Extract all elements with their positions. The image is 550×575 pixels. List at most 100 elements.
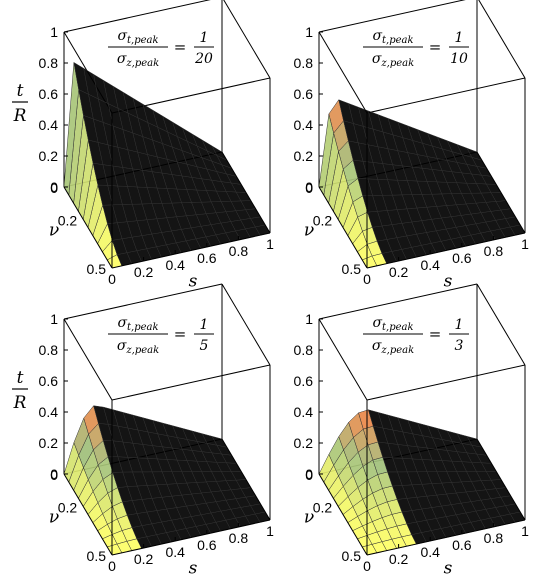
title-numerator: σt,peak: [117, 315, 158, 333]
box-edge: [476, 151, 526, 234]
x-tick-label: 0.4: [420, 257, 440, 273]
x-tick-label: 0.2: [389, 264, 409, 280]
title-equals: =: [174, 325, 187, 343]
y-tick-label: 0: [50, 467, 58, 483]
title-value-denominator: 5: [200, 338, 209, 354]
z-tick-label: 0.8: [294, 342, 314, 358]
title-denominator: σz,peak: [372, 338, 414, 356]
z-tick-label: 0.4: [39, 117, 59, 133]
surface: [63, 61, 271, 269]
z-tick-label: 0: [305, 179, 313, 195]
y-tick-label: 0: [50, 180, 58, 196]
z-tick-label: 0.6: [39, 373, 59, 389]
y-tick-label: 0.5: [342, 261, 362, 277]
y-tick-label: 0.2: [313, 212, 333, 228]
z-tick-label: 0.2: [294, 435, 314, 451]
y-axis-label: ν: [49, 221, 59, 241]
panel-title: σt,peak σz,peak = 1 3: [363, 315, 469, 356]
box-edge: [318, 318, 368, 401]
title-numerator: σt,peak: [372, 315, 413, 333]
x-tick-label: 0.8: [229, 243, 249, 259]
box-edge: [476, 438, 526, 521]
z-tick-label: 0.4: [294, 404, 314, 420]
surface: [318, 99, 526, 269]
box-edge: [63, 318, 113, 401]
x-tick-label: 1: [266, 236, 274, 252]
z-axis-label-top: t: [17, 368, 24, 388]
x-axis-label: s: [189, 272, 198, 292]
title-value-numerator: 1: [200, 30, 209, 46]
box-edge: [223, 0, 271, 79]
y-axis-label: ν: [304, 221, 314, 241]
box-edge: [366, 364, 526, 401]
x-tick-label: 0.8: [484, 530, 504, 546]
z-tick-label: 0.6: [294, 86, 314, 102]
title-equals: =: [429, 325, 442, 343]
x-tick-label: 0.2: [134, 264, 154, 280]
panel-top-left: 00.20.40.60.810 0.2 0.4 0.6 0.8 100.20.5sνtRσ…: [12, 0, 274, 292]
x-tick-label: 0.8: [229, 530, 249, 546]
box-edge: [476, 283, 526, 366]
z-tick-label: 0.8: [39, 55, 59, 71]
panel-bottom-left: 00.20.40.60.810 0.2 0.4 0.6 0.8 100.20.5sνtRσ…: [12, 283, 274, 575]
x-tick-label: 0.2: [389, 551, 409, 567]
box-edge: [318, 283, 478, 320]
box-edge: [111, 232, 271, 269]
box-edge: [318, 31, 368, 114]
title-denominator: σz,peak: [117, 338, 159, 356]
x-tick-label: 0: [363, 558, 371, 574]
title-value-numerator: 1: [455, 317, 464, 333]
box-edge: [111, 519, 271, 556]
z-tick-label: 1: [305, 24, 313, 40]
z-tick-label: 1: [50, 311, 58, 327]
y-axis-label: ν: [304, 508, 314, 528]
x-axis-label: s: [189, 559, 198, 575]
x-tick-label: 0.4: [165, 544, 185, 560]
title-value-numerator: 1: [200, 317, 209, 333]
title-equals: =: [429, 38, 442, 56]
x-axis-label: s: [444, 559, 453, 575]
title-numerator: σt,peak: [372, 28, 413, 46]
x-tick-label: 1: [521, 523, 529, 539]
box-edge: [366, 232, 526, 269]
box-edge: [63, 0, 211, 33]
x-tick-label: 1: [521, 236, 529, 252]
box-edge: [366, 77, 526, 114]
y-tick-label: 0.5: [87, 261, 107, 277]
z-tick-label: 0.2: [39, 148, 59, 164]
x-tick-label: 0.4: [165, 257, 185, 273]
x-tick-label: 0.2: [134, 551, 154, 567]
x-tick-label: 0.6: [452, 537, 472, 553]
z-tick-label: 0.8: [39, 342, 59, 358]
z-tick-label: 0.8: [294, 55, 314, 71]
box-edge: [366, 519, 526, 556]
y-tick-label: 0.2: [313, 499, 333, 515]
box-edge: [318, 473, 368, 556]
panel-title: σt,peak σz,peak = 1 20: [108, 28, 214, 69]
box-edge: [111, 364, 271, 401]
box-edge: [63, 186, 113, 269]
z-tick-label: 0: [50, 466, 58, 482]
z-axis-label-bottom: R: [13, 393, 27, 413]
box-edge: [318, 186, 368, 269]
panel-top-right: 00.20.40.60.810 0.2 0.4 0.6 0.8 100.20.5sνσt,…: [294, 0, 529, 292]
z-tick-label: 0.2: [39, 435, 59, 451]
title-value-denominator: 10: [450, 51, 468, 67]
box-front: [318, 113, 526, 269]
surface: [63, 405, 271, 556]
title-denominator: σz,peak: [117, 51, 159, 69]
z-tick-label: 0: [50, 179, 58, 195]
z-tick-label: 0.6: [294, 373, 314, 389]
box-edge: [221, 438, 271, 521]
box-edge: [221, 283, 271, 366]
x-axis-label: s: [444, 272, 453, 292]
box-edge: [221, 151, 271, 234]
box-edge: [63, 473, 113, 556]
x-tick-label: 0.6: [197, 250, 217, 266]
x-tick-label: 0: [363, 271, 371, 287]
box-front: [63, 113, 271, 269]
x-tick-label: 0: [108, 558, 116, 574]
y-tick-label: 0.5: [87, 548, 107, 564]
x-tick-label: 0.8: [484, 243, 504, 259]
